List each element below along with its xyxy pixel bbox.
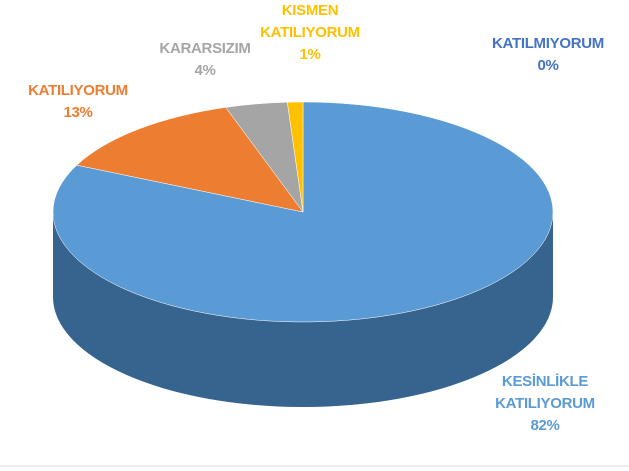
slice-side-shade: [53, 212, 553, 407]
category-label: KATILMIYORUM: [492, 35, 604, 52]
data-label: KATILMIYORUM 0%: [478, 33, 618, 77]
value-label: 1%: [299, 46, 321, 63]
slice: [287, 101, 304, 213]
value-label: 13%: [63, 104, 93, 121]
data-label: KARARSIZIM 4%: [135, 38, 275, 82]
value-label: 0%: [537, 57, 559, 74]
value-label: 82%: [530, 417, 560, 434]
category-label: KATILIYORUM: [28, 82, 128, 99]
category-label: KESİNLİKLE KATILIYORUM: [495, 373, 595, 412]
category-label: KISMEN KATILIYORUM: [260, 2, 360, 41]
slice: [76, 107, 304, 213]
category-label: KARARSIZIM: [159, 40, 251, 57]
value-label: 4%: [194, 62, 216, 79]
slice-side: [53, 212, 553, 407]
data-label: KATILIYORUM 13%: [8, 80, 148, 124]
data-label: KESİNLİKLE KATILIYORUM 82%: [475, 371, 615, 437]
data-label: KISMEN KATILIYORUM 1%: [240, 0, 380, 66]
